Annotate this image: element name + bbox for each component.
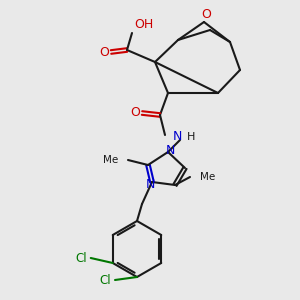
Text: Cl: Cl: [75, 251, 87, 265]
Text: N: N: [172, 130, 182, 143]
Text: O: O: [99, 46, 109, 59]
Text: O: O: [201, 8, 211, 20]
Text: Me: Me: [103, 155, 118, 165]
Text: O: O: [130, 106, 140, 119]
Text: Cl: Cl: [99, 274, 111, 286]
Text: H: H: [187, 132, 195, 142]
Text: Me: Me: [200, 172, 215, 182]
Text: N: N: [145, 178, 155, 190]
Text: OH: OH: [134, 19, 153, 32]
Text: N: N: [165, 143, 175, 157]
